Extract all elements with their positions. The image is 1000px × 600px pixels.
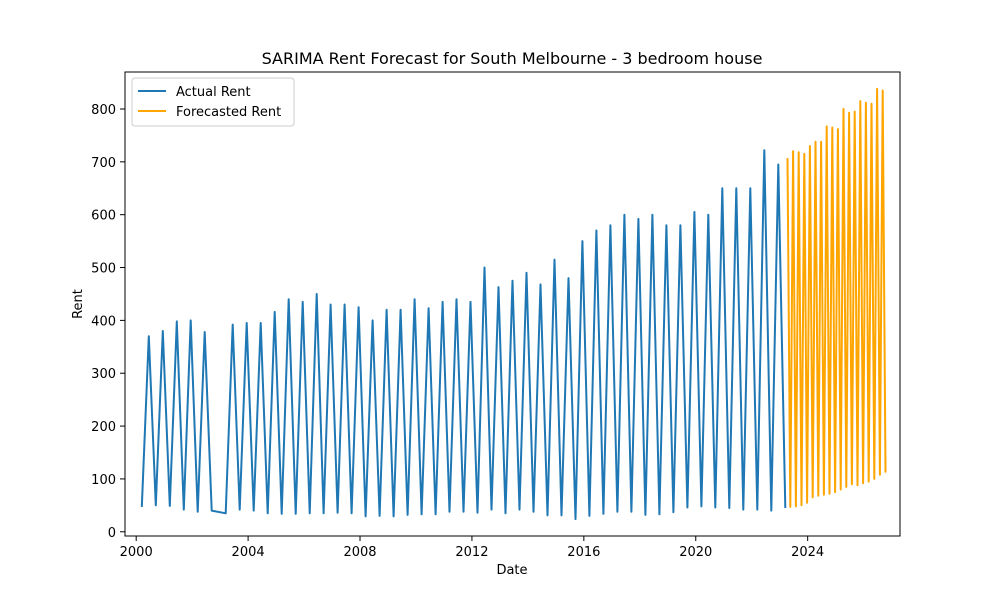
x-tick-label: 2000 bbox=[120, 545, 153, 560]
y-tick-label: 100 bbox=[91, 473, 116, 488]
series-line-actual-rent bbox=[140, 149, 787, 521]
chart-title: SARIMA Rent Forecast for South Melbourne… bbox=[262, 49, 763, 68]
plot-frame bbox=[124, 71, 901, 537]
y-axis-label: Rent bbox=[71, 289, 86, 319]
legend-box bbox=[131, 77, 295, 127]
x-axis: 2000 2004 2008 2012 2016 2020 2024 bbox=[120, 536, 824, 560]
legend: Actual Rent Forecasted Rent bbox=[131, 77, 295, 127]
series-line-forecasted-rent bbox=[786, 87, 887, 508]
legend-label-actual-rent: Actual Rent bbox=[176, 85, 251, 100]
series-layer bbox=[140, 87, 887, 521]
x-tick-label: 2004 bbox=[232, 545, 265, 560]
y-tick-label: 800 bbox=[91, 103, 116, 118]
y-tick-label: 500 bbox=[91, 262, 116, 277]
y-tick-label: 700 bbox=[91, 156, 116, 171]
y-tick-label: 400 bbox=[91, 314, 116, 329]
x-tick-label: 2012 bbox=[455, 545, 488, 560]
y-tick-label: 0 bbox=[108, 526, 116, 541]
x-tick-label: 2024 bbox=[791, 545, 824, 560]
y-tick-label: 300 bbox=[91, 367, 116, 382]
y-tick-label: 200 bbox=[91, 420, 116, 435]
x-tick-label: 2020 bbox=[679, 545, 712, 560]
x-tick-label: 2008 bbox=[343, 545, 376, 560]
x-tick-label: 2016 bbox=[567, 545, 600, 560]
y-axis: 0 100 200 300 400 500 600 700 800 bbox=[91, 103, 125, 541]
x-axis-label: Date bbox=[496, 563, 527, 578]
y-tick-label: 600 bbox=[91, 209, 116, 224]
plot-area: 2000 2004 2008 2012 2016 2020 2024 0 100 200 300 4… bbox=[91, 71, 901, 560]
legend-label-forecasted-rent: Forecasted Rent bbox=[176, 105, 281, 120]
